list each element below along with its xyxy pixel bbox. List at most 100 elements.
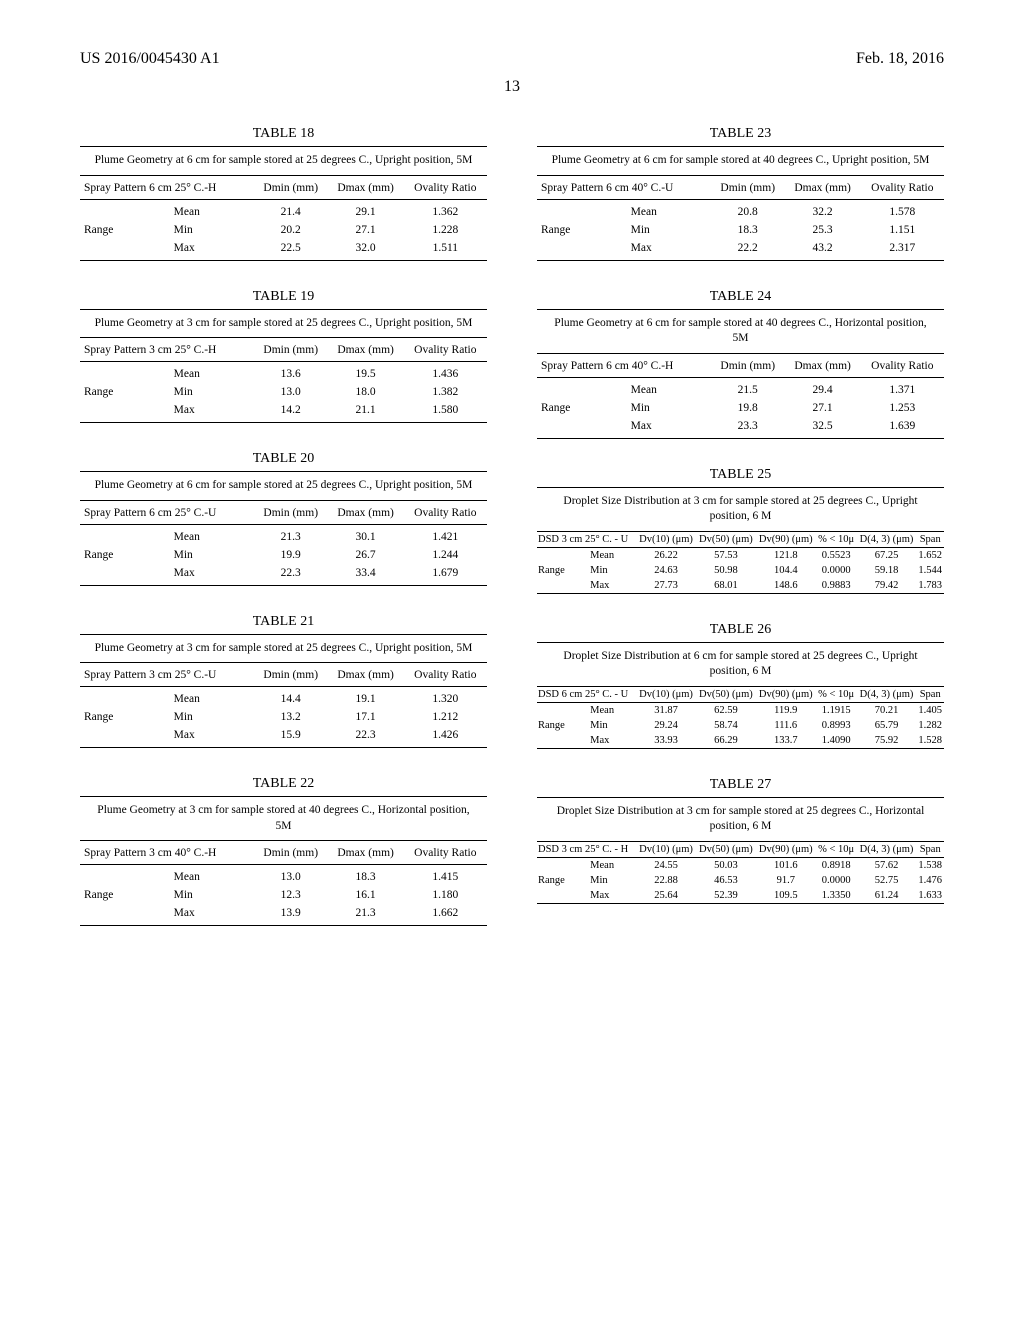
row-group-label xyxy=(537,888,589,903)
row-stat-label: Min xyxy=(621,221,711,239)
cell-value: 18.0 xyxy=(328,383,404,401)
row-stat-label: Min xyxy=(164,221,254,239)
cell-value: 13.9 xyxy=(254,904,328,925)
cell-value: 20.8 xyxy=(711,199,785,221)
cell-value: 65.79 xyxy=(857,718,917,733)
cell-value: 0.5523 xyxy=(816,547,857,563)
table-row: Max33.9366.29133.71.409075.921.528 xyxy=(537,733,944,748)
cell-value: 1.282 xyxy=(916,718,944,733)
row-group-label xyxy=(537,857,589,873)
cell-value: 21.3 xyxy=(254,524,328,546)
cell-value: 14.4 xyxy=(254,687,328,709)
row-stat-label: Mean xyxy=(621,377,711,399)
row-group-label xyxy=(80,865,164,887)
cell-value: 1.212 xyxy=(404,708,487,726)
cell-value: 52.75 xyxy=(857,873,917,888)
cell-value: 22.5 xyxy=(254,239,328,260)
data-table: Spray Pattern 3 cm 25° C.-HDmin (mm)Dmax… xyxy=(80,338,487,422)
table-caption: Plume Geometry at 6 cm for sample stored… xyxy=(537,310,944,354)
row-stat-label: Max xyxy=(621,239,711,260)
col-header: Dmin (mm) xyxy=(254,501,328,525)
table-caption: Plume Geometry at 3 cm for sample stored… xyxy=(80,797,487,841)
cell-value: 19.9 xyxy=(254,546,328,564)
data-table: Spray Pattern 6 cm 25° C.-HDmin (mm)Dmax… xyxy=(80,176,487,260)
table-row: Mean26.2257.53121.80.552367.251.652 xyxy=(537,547,944,563)
two-column-layout: TABLE 18Plume Geometry at 6 cm for sampl… xyxy=(80,126,944,954)
col-header: Dmax (mm) xyxy=(785,354,861,378)
table-row: RangeMin12.316.11.180 xyxy=(80,886,487,904)
row-stat-label: Max xyxy=(164,564,254,585)
row-group-label xyxy=(80,687,164,709)
col-header: Ovality Ratio xyxy=(404,176,487,200)
row-group-label: Range xyxy=(537,399,621,417)
col-header: Ovality Ratio xyxy=(404,663,487,687)
row-group-label xyxy=(80,401,164,422)
table-title: TABLE 24 xyxy=(537,289,944,305)
col-header: Dmin (mm) xyxy=(254,338,328,362)
row-group-label: Range xyxy=(537,873,589,888)
cell-value: 1.3350 xyxy=(816,888,857,903)
cell-value: 1.382 xyxy=(404,383,487,401)
cell-value: 26.7 xyxy=(328,546,404,564)
col-header: Dv(10) (μm) xyxy=(636,842,696,858)
cell-value: 1.662 xyxy=(404,904,487,925)
row-group-label xyxy=(537,417,621,438)
col-header: D(4, 3) (μm) xyxy=(857,842,917,858)
cell-value: 66.29 xyxy=(696,733,756,748)
table-t22: TABLE 22Plume Geometry at 3 cm for sampl… xyxy=(80,776,487,926)
table-row: Mean21.330.11.421 xyxy=(80,524,487,546)
cell-value: 59.18 xyxy=(857,563,917,578)
table-row: Mean21.429.11.362 xyxy=(80,199,487,221)
cell-value: 16.1 xyxy=(328,886,404,904)
table-row: RangeMin19.827.11.253 xyxy=(537,399,944,417)
table-t25: TABLE 25Droplet Size Distribution at 3 c… xyxy=(537,467,944,594)
cell-value: 1.151 xyxy=(861,221,944,239)
row-group-label: Range xyxy=(80,546,164,564)
cell-value: 27.1 xyxy=(785,399,861,417)
col-header: Dv(10) (μm) xyxy=(636,532,696,548)
table-row: RangeMin19.926.71.244 xyxy=(80,546,487,564)
row-stat-label: Mean xyxy=(164,865,254,887)
table-caption: Droplet Size Distribution at 6 cm for sa… xyxy=(537,643,944,687)
col-header: Dmax (mm) xyxy=(328,338,404,362)
cell-value: 50.03 xyxy=(696,857,756,873)
cell-value: 33.93 xyxy=(636,733,696,748)
cell-value: 22.3 xyxy=(328,726,404,747)
col-header: Dmax (mm) xyxy=(785,176,861,200)
row-stat-label: Max xyxy=(164,904,254,925)
cell-value: 19.5 xyxy=(328,362,404,384)
table-caption: Plume Geometry at 3 cm for sample stored… xyxy=(80,635,487,664)
cell-value: 0.8993 xyxy=(816,718,857,733)
cell-value: 1.633 xyxy=(916,888,944,903)
table-row: Mean13.619.51.436 xyxy=(80,362,487,384)
col-header: Dv(50) (μm) xyxy=(696,842,756,858)
row-stat-label: Min xyxy=(589,718,636,733)
cell-value: 15.9 xyxy=(254,726,328,747)
row-group-label: Range xyxy=(80,708,164,726)
row-group-label: Range xyxy=(537,221,621,239)
col-header: Spray Pattern 3 cm 25° C.-H xyxy=(80,338,254,362)
row-group-label xyxy=(80,726,164,747)
row-stat-label: Max xyxy=(589,578,636,593)
col-header: DSD 3 cm 25° C. - H xyxy=(537,842,636,858)
col-header: Ovality Ratio xyxy=(861,354,944,378)
data-table: Spray Pattern 3 cm 25° C.-UDmin (mm)Dmax… xyxy=(80,663,487,747)
col-header: Dv(50) (μm) xyxy=(696,687,756,703)
table-title: TABLE 26 xyxy=(537,622,944,638)
row-stat-label: Min xyxy=(589,873,636,888)
cell-value: 70.21 xyxy=(857,702,917,718)
cell-value: 17.1 xyxy=(328,708,404,726)
table-row: Max14.221.11.580 xyxy=(80,401,487,422)
row-group-label: Range xyxy=(80,221,164,239)
cell-value: 30.1 xyxy=(328,524,404,546)
data-table: Spray Pattern 3 cm 40° C.-HDmin (mm)Dmax… xyxy=(80,841,487,925)
cell-value: 0.0000 xyxy=(816,563,857,578)
cell-value: 24.63 xyxy=(636,563,696,578)
row-stat-label: Min xyxy=(621,399,711,417)
col-header: Dv(90) (μm) xyxy=(756,842,816,858)
cell-value: 29.4 xyxy=(785,377,861,399)
row-stat-label: Mean xyxy=(621,199,711,221)
cell-value: 1.652 xyxy=(916,547,944,563)
cell-value: 19.8 xyxy=(711,399,785,417)
table-caption: Plume Geometry at 3 cm for sample stored… xyxy=(80,310,487,339)
